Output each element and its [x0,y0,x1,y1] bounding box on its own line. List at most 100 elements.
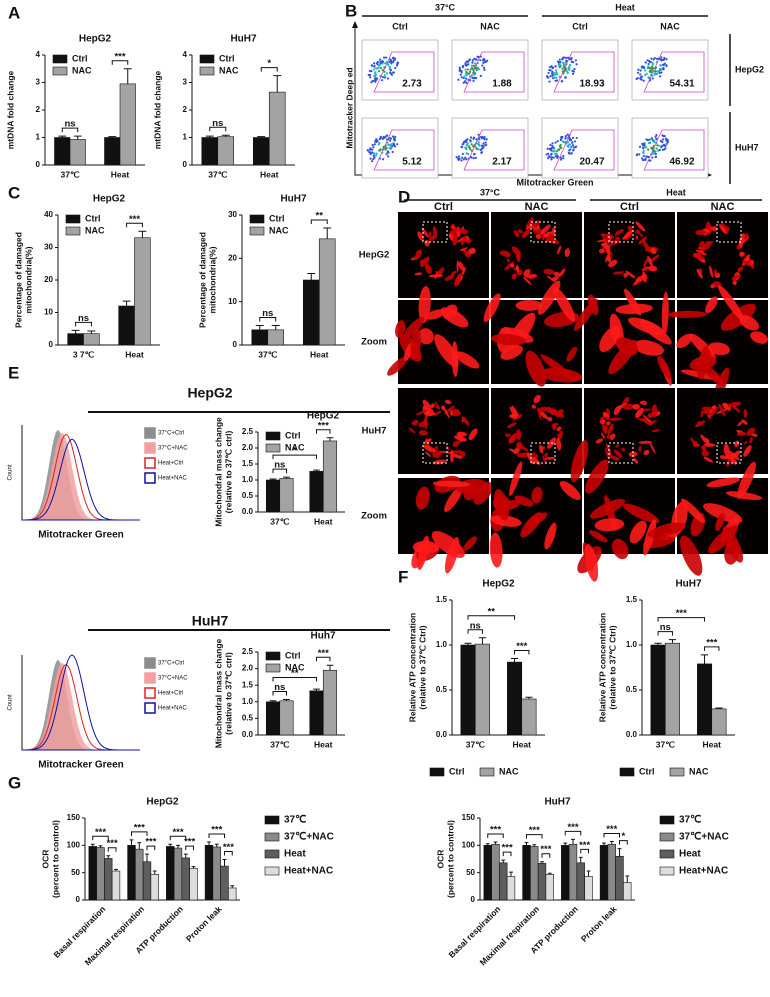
error-bar [668,639,677,644]
flow-dot [457,78,460,81]
mito-texture [516,264,520,273]
mito-texture [432,410,442,416]
error-bar [283,476,290,479]
mito-texture [489,532,503,568]
mito-texture [535,233,542,240]
sig-bracket [111,60,129,65]
flow-dot [646,138,649,142]
flow-dot [480,148,483,151]
error-bar [525,696,533,699]
sig-label: ** [291,668,299,679]
y-tick-label: 100 [462,840,476,849]
mito-texture [611,455,620,461]
legend-label: 37°C+NAC [158,446,188,452]
y-tick-label: 1.0 [436,640,448,649]
flow-dot [658,75,662,78]
mito-texture [515,299,543,311]
error-bar [98,845,103,848]
flow-dot [665,58,668,61]
mito-texture [530,222,538,228]
flow-dot [566,144,569,148]
flow-dot [483,136,486,139]
mito-texture [508,435,517,444]
mito-texture [524,274,538,278]
flow-dot [635,77,638,80]
mito-texture [540,224,551,235]
legend-label: Heat+NAC [679,866,728,877]
mito-texture [657,355,672,379]
mito-texture [460,451,466,458]
mito-texture [431,531,465,558]
mito-texture [466,239,472,244]
flow-dot [643,146,646,149]
chart-title: HuH7 [544,797,571,808]
error-bar [114,868,118,872]
flow-dot [647,62,650,66]
chart-title: HuH7 [230,34,257,45]
mito-texture [450,449,454,463]
mito-texture [708,406,719,418]
flow-dot [370,64,374,67]
flow-dot [377,66,380,70]
y-tick-label: 4 [183,50,188,59]
y-tick-label: 0 [49,340,54,349]
flow-dot [473,62,477,65]
mito-texture [613,449,623,458]
flow-dot [387,143,390,146]
flow-dot [551,144,554,148]
sig-label: ns [274,682,285,693]
flow-dot [373,143,376,146]
mito-texture [713,269,717,274]
condition-label: 37°C [480,187,501,197]
flow-dot [372,152,376,155]
error-bar [700,654,709,664]
legend-swatch [659,815,675,825]
flow-dot [652,58,655,61]
sig-label: *** [95,827,106,838]
flow-dot [467,63,470,66]
chart-title: HepG2 [307,411,340,422]
panel-letter: E [8,363,19,382]
flow-dot [641,147,645,150]
flow-dot [643,66,646,70]
legend-label: Ctrl [285,430,301,440]
flow-dot [465,144,468,147]
flow-dot [475,68,478,72]
treatment-label: NAC [711,201,735,213]
flow-dot [560,158,563,161]
error-bar [257,136,266,138]
mito-texture [458,261,465,271]
flow-dot [394,135,397,138]
mito-texture [506,258,510,263]
y-axis-label: mtDNA fold change [152,70,162,149]
flow-dot [640,157,644,160]
mito-texture [615,444,620,448]
mito-texture [599,325,621,352]
mito-texture [416,409,428,416]
mito-texture [709,265,714,278]
mito-texture [606,233,614,238]
legend-swatch [265,663,281,673]
flow-dot [381,79,384,82]
y-tick-label: 2.5 [242,647,254,656]
mito-texture [599,248,605,254]
sig-bracket [272,468,287,474]
flow-dot [553,152,557,155]
flow-dot [366,149,369,152]
flow-dot [465,74,468,77]
flow-dot [642,155,645,158]
x-tick-label: Proton leak [184,904,224,944]
mito-texture [737,420,743,427]
legend-label: Ctrl [72,53,88,63]
flow-dot [652,149,656,153]
legend-label: Ctrl [285,650,301,660]
mito-texture [424,263,432,275]
error-bar [307,273,316,280]
flow-dot [466,153,470,156]
flow-dot [659,64,662,67]
mito-texture [526,512,548,528]
mito-texture [638,236,647,245]
treatment-label: Ctrl [620,201,639,213]
y-tick-label: 40 [44,210,53,219]
flow-dot [549,75,552,78]
